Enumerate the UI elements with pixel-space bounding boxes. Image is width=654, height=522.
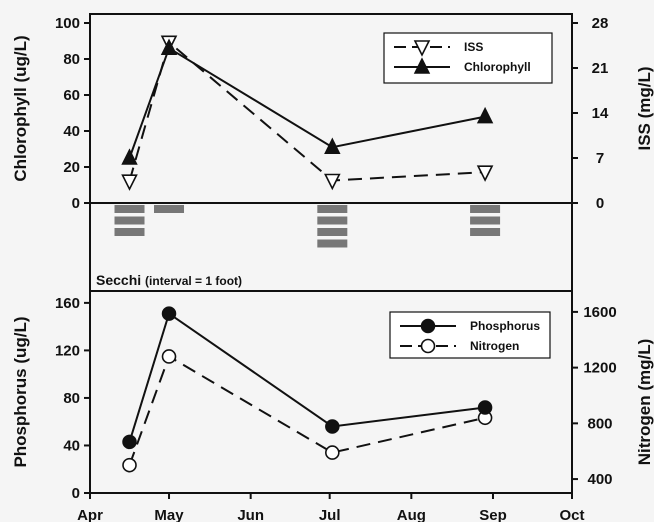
x-tick-label: Sep xyxy=(479,507,507,522)
nitrogen-series-point xyxy=(325,445,340,460)
iss-axis-title: ISS (mg/L) xyxy=(635,66,654,150)
legend-label: Phosphorus xyxy=(470,319,540,333)
legend-box xyxy=(389,311,551,359)
iss-axis-tick-label: 21 xyxy=(592,60,609,77)
secchi-label-main: Secchi xyxy=(96,272,145,288)
phosphorus-series-point xyxy=(477,400,493,415)
legend-marker xyxy=(413,40,431,57)
chlorophyll-axis-title: Chlorophyll (ug/L) xyxy=(11,35,30,181)
secchi-bar-segment xyxy=(114,228,145,236)
x-tick-label: Jun xyxy=(237,507,264,522)
nitrogen-series-point xyxy=(122,457,137,473)
phosphorus-axis-tick-label: 160 xyxy=(55,295,80,312)
x-tick-label: Oct xyxy=(559,507,584,522)
secchi-bar-segment xyxy=(114,205,145,213)
nitrogen-axis-tick-label: 1600 xyxy=(583,304,616,321)
nitrogen-series-line xyxy=(128,355,486,466)
secchi-bar-segment xyxy=(470,205,501,213)
legend-marker xyxy=(420,338,436,354)
chlorophyll-axis-tick-label: 40 xyxy=(63,123,80,140)
secchi-label: Secchi (interval = 1 foot) xyxy=(96,272,242,288)
legend-label: Chlorophyll xyxy=(464,60,531,74)
iss-series-point xyxy=(324,173,341,191)
plot-frame xyxy=(89,13,573,494)
chlorophyll-series-point xyxy=(476,106,494,124)
bottom-panel: 0 40 80 120 160 400 800 1200 1600 Phosphorus (ug/… xyxy=(11,295,654,502)
secchi-bar-segment xyxy=(317,228,348,236)
nitrogen-axis-title: Nitrogen (mg/L) xyxy=(635,339,654,466)
phosphorus-series-point xyxy=(122,434,137,450)
secchi-bar-segment xyxy=(470,228,501,236)
iss-axis-tick-label: 28 xyxy=(592,15,609,32)
phosphorus-series-point xyxy=(161,306,177,321)
secchi-bar-segment xyxy=(317,205,348,213)
secchi-bar-segment xyxy=(114,216,145,225)
top-panel: 0 20 40 60 80 100 0 7 14 21 28 Chlorophyll (ug/L) IS… xyxy=(11,13,654,494)
secchi-bar-segment xyxy=(317,239,348,248)
phosphorus-axis-tick-label: 120 xyxy=(55,342,80,359)
legend-label: ISS xyxy=(464,40,483,54)
x-tick-label: Aug xyxy=(397,507,426,522)
secchi-bar-segment xyxy=(154,205,185,213)
iss-series-line xyxy=(128,40,486,182)
chlorophyll-axis-tick-label: 100 xyxy=(55,15,80,32)
chlorophyll-axis-tick-label: 80 xyxy=(63,51,80,68)
phosphorus-axis-tick-label: 0 xyxy=(72,485,80,502)
phosphorus-series-line xyxy=(128,311,486,443)
chlorophyll-series-line xyxy=(128,46,486,159)
legend-label: Nitrogen xyxy=(470,339,519,353)
phosphorus-axis-tick-label: 80 xyxy=(63,390,80,407)
secchi-bar-segment xyxy=(470,216,501,225)
x-tick-label: May xyxy=(154,507,184,522)
chlorophyll-series-point xyxy=(121,148,138,165)
chlorophyll-axis-tick-label: 0 xyxy=(72,195,80,212)
nitrogen-axis-tick-label: 1200 xyxy=(583,360,616,377)
nitrogen-axis-tick-label: 400 xyxy=(587,471,612,488)
iss-series-point xyxy=(476,165,494,182)
iss-axis-tick-label: 0 xyxy=(596,195,604,212)
phosphorus-axis-tick-label: 40 xyxy=(63,437,80,454)
phosphorus-series-point xyxy=(325,419,340,434)
chlorophyll-series-point xyxy=(160,38,178,55)
chlorophyll-series-point xyxy=(324,137,341,154)
legend-marker xyxy=(420,318,436,334)
secchi-label-note: (interval = 1 foot) xyxy=(145,274,242,288)
nitrogen-axis-tick-label: 800 xyxy=(587,415,612,432)
legend-marker xyxy=(413,57,431,74)
iss-series-point xyxy=(121,174,138,191)
x-tick-label: Jul xyxy=(319,507,341,522)
secchi-panel: Secchi (interval = 1 foot) xyxy=(90,205,572,292)
chlorophyll-axis-tick-label: 20 xyxy=(63,159,80,176)
nitrogen-series-point xyxy=(161,349,177,364)
secchi-bar-segment xyxy=(317,216,348,225)
legend-box xyxy=(383,32,553,84)
phosphorus-axis-title: Phosphorus (ug/L) xyxy=(11,316,30,467)
iss-axis-tick-label: 14 xyxy=(592,105,609,122)
x-tick-label: Apr xyxy=(77,507,103,522)
x-axis: Apr May Jun Jul Aug Sep Oct xyxy=(77,493,585,522)
chlorophyll-axis-tick-label: 60 xyxy=(63,87,80,104)
iss-axis-tick-label: 7 xyxy=(596,150,604,167)
